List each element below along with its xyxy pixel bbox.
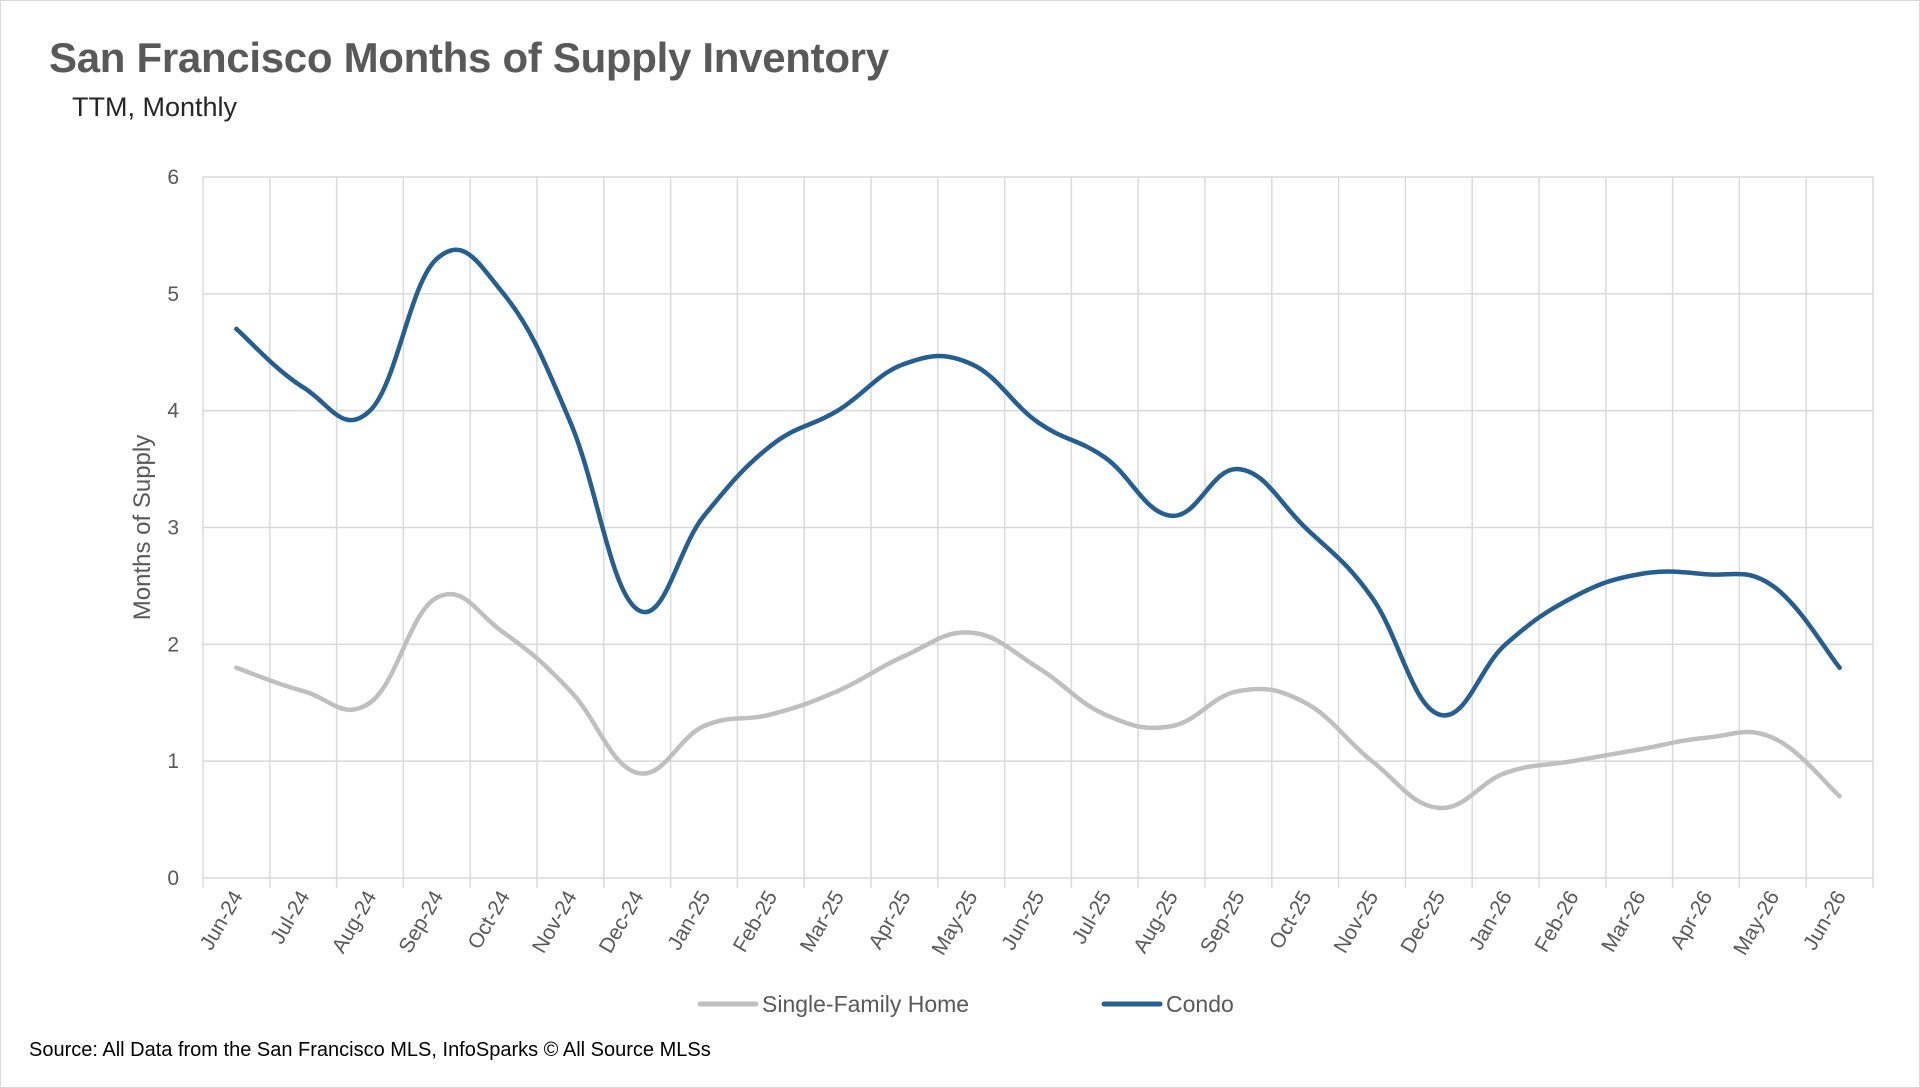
y-tick-label: 2 bbox=[167, 633, 179, 656]
data-point-single-family-home bbox=[1236, 688, 1241, 694]
data-point-condo bbox=[768, 443, 773, 448]
x-tick-label: Dec-25 bbox=[1396, 887, 1450, 957]
y-tick-label: 4 bbox=[167, 400, 179, 423]
x-tick-label: Apr-25 bbox=[864, 887, 915, 953]
data-point-condo bbox=[434, 256, 439, 261]
data-point-condo bbox=[1436, 712, 1442, 717]
data-point-condo bbox=[1770, 583, 1776, 589]
data-point-single-family-home bbox=[1703, 735, 1709, 740]
x-tick-label: May-26 bbox=[1729, 887, 1784, 959]
series-line-single-family-home bbox=[234, 591, 1842, 811]
data-point-single-family-home bbox=[1503, 770, 1508, 776]
data-point-single-family-home bbox=[1102, 712, 1108, 717]
legend-label-condo: Condo bbox=[1166, 991, 1234, 1017]
x-tick-label: Mar-25 bbox=[796, 887, 849, 956]
x-tick-label: Sep-24 bbox=[394, 887, 448, 957]
data-point-single-family-home bbox=[568, 688, 573, 694]
y-axis-ticks: 0 1 2 3 4 5 6 bbox=[167, 166, 179, 890]
x-tick-label: Jan-25 bbox=[663, 887, 715, 954]
data-point-condo bbox=[969, 361, 974, 367]
x-tick-label: Jun-25 bbox=[997, 887, 1049, 954]
data-point-single-family-home bbox=[768, 712, 773, 717]
y-tick-label: 1 bbox=[167, 750, 179, 773]
data-point-single-family-home bbox=[234, 665, 239, 670]
data-point-condo bbox=[501, 291, 506, 297]
data-point-single-family-home bbox=[1169, 723, 1174, 729]
x-tick-label: Sep-25 bbox=[1196, 887, 1250, 957]
data-point-single-family-home bbox=[367, 700, 373, 705]
x-tick-label: Aug-24 bbox=[328, 887, 382, 957]
data-point-condo bbox=[1503, 642, 1508, 647]
data-point-single-family-home bbox=[301, 688, 306, 694]
grid bbox=[202, 176, 1874, 888]
data-point-condo bbox=[635, 607, 640, 612]
data-point-condo bbox=[1102, 455, 1108, 460]
data-point-single-family-home bbox=[701, 723, 707, 729]
x-tick-label: Aug-25 bbox=[1129, 887, 1183, 957]
data-point-single-family-home bbox=[434, 595, 439, 600]
data-point-condo bbox=[1703, 572, 1709, 577]
x-tick-label: Jun-24 bbox=[196, 887, 248, 954]
data-point-condo bbox=[1236, 466, 1241, 472]
legend: Single-Family Home Condo bbox=[697, 991, 1234, 1017]
y-tick-label: 3 bbox=[167, 517, 179, 540]
x-tick-label: Mar-26 bbox=[1597, 887, 1650, 956]
x-tick-label: Nov-25 bbox=[1330, 887, 1384, 957]
x-tick-label: Dec-24 bbox=[595, 887, 649, 957]
data-point-single-family-home bbox=[1369, 758, 1375, 764]
data-point-single-family-home bbox=[1770, 735, 1776, 740]
data-point-single-family-home bbox=[1303, 700, 1308, 705]
x-tick-label: May-25 bbox=[928, 887, 983, 959]
x-tick-label: Jul-25 bbox=[1068, 887, 1117, 948]
source-note: Source: All Data from the San Francisco … bbox=[29, 1039, 711, 1061]
x-tick-label: Feb-26 bbox=[1531, 887, 1584, 956]
x-tick-label: Oct-25 bbox=[1265, 887, 1316, 953]
chart-title: San Francisco Months of Supply Inventory bbox=[49, 34, 889, 81]
data-point-single-family-home bbox=[1436, 805, 1442, 811]
x-tick-label: Jun-26 bbox=[1799, 887, 1851, 954]
x-tick-label: Oct-24 bbox=[463, 887, 515, 953]
y-tick-label: 6 bbox=[167, 166, 179, 189]
y-axis-title: Months of Supply bbox=[129, 435, 156, 620]
data-point-single-family-home bbox=[1035, 665, 1041, 670]
data-point-condo bbox=[367, 408, 373, 413]
data-point-condo bbox=[301, 385, 306, 390]
y-tick-label: 0 bbox=[167, 867, 179, 890]
data-point-single-family-home bbox=[1837, 794, 1842, 799]
data-point-single-family-home bbox=[1637, 747, 1642, 752]
x-tick-label: Apr-26 bbox=[1666, 887, 1717, 953]
data-point-condo bbox=[1035, 420, 1041, 425]
y-tick-label: 5 bbox=[167, 283, 179, 306]
data-point-condo bbox=[1303, 525, 1308, 530]
data-point-single-family-home bbox=[501, 630, 506, 635]
data-point-single-family-home bbox=[635, 770, 640, 776]
x-tick-label: Feb-25 bbox=[729, 887, 782, 956]
data-point-single-family-home bbox=[1570, 758, 1575, 764]
data-point-condo bbox=[1169, 513, 1174, 519]
data-point-condo bbox=[902, 361, 907, 367]
data-point-condo bbox=[1570, 595, 1575, 600]
data-point-single-family-home bbox=[902, 653, 907, 659]
x-tick-label: Nov-24 bbox=[528, 887, 582, 957]
series-line-condo bbox=[234, 247, 1842, 718]
data-point-condo bbox=[568, 420, 573, 425]
data-point-condo bbox=[1837, 665, 1842, 670]
data-point-condo bbox=[701, 513, 707, 519]
series bbox=[234, 247, 1842, 811]
x-tick-label: Jul-24 bbox=[266, 887, 315, 948]
data-point-single-family-home bbox=[835, 688, 840, 694]
chart-subtitle: TTM, Monthly bbox=[72, 92, 238, 122]
x-tick-label: Jan-26 bbox=[1465, 887, 1517, 954]
x-axis-ticks: Jun-24 Jul-24 Aug-24 Sep-24 Oct-24 Nov-24 Dec-… bbox=[196, 887, 1851, 959]
data-point-condo bbox=[835, 408, 840, 413]
data-point-condo bbox=[1637, 572, 1642, 577]
legend-label-single-family-home: Single-Family Home bbox=[762, 991, 969, 1017]
data-point-single-family-home bbox=[969, 630, 974, 635]
data-point-condo bbox=[1369, 595, 1375, 600]
data-point-condo bbox=[234, 326, 239, 332]
